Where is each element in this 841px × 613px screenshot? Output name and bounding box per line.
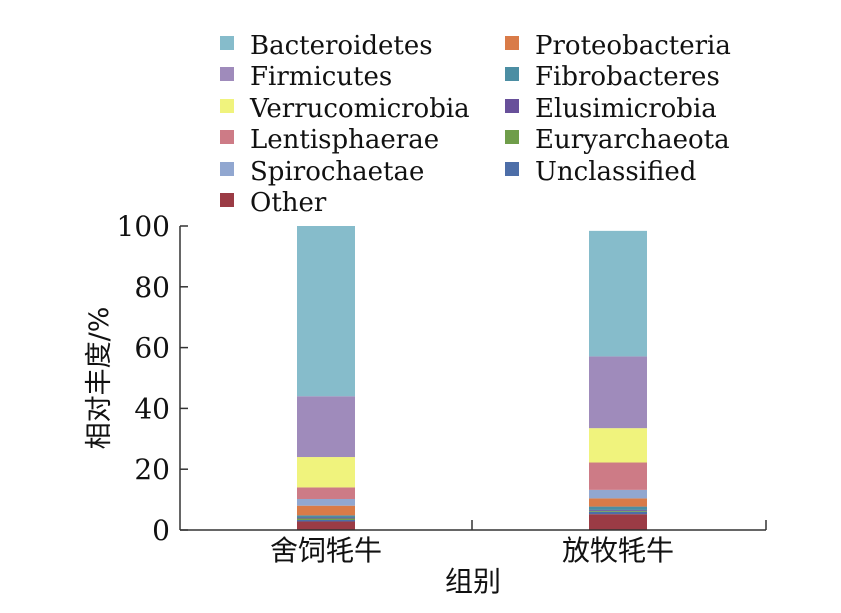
legend-item: Other (220, 188, 327, 218)
bar-segment (589, 462, 647, 490)
x-tick-label: 放牧牦牛 (562, 534, 674, 567)
bar-segment (589, 514, 647, 530)
bars-layer (297, 226, 647, 530)
legend-item: Proteobacteria (505, 31, 731, 61)
bar-segment (297, 515, 355, 518)
axes-layer (179, 226, 766, 531)
legend-swatch (505, 99, 519, 113)
legend-label: Fibrobacteres (535, 62, 720, 92)
legend: BacteroidetesFirmicutesVerrucomicrobiaLe… (220, 31, 731, 218)
legend-item: Fibrobacteres (505, 62, 720, 92)
bar-segment (589, 230, 647, 357)
legend-swatch (505, 67, 519, 81)
y-ticks: 0 20 40 60 80 100 (117, 210, 188, 547)
legend-swatch (220, 162, 234, 176)
legend-item: Lentisphaerae (220, 125, 439, 155)
bar-segment (297, 487, 355, 499)
plot-area: 0 20 40 60 80 100 舍饲牦牛 放牧牦牛 (117, 210, 767, 567)
legend-swatch (505, 130, 519, 144)
legend-swatch (505, 36, 519, 50)
legend-label: Lentisphaerae (250, 125, 439, 155)
x-axis-label: 组别 (445, 565, 501, 598)
bar-segment (589, 506, 647, 510)
legend-label: Euryarchaeota (535, 125, 730, 155)
legend-label: Elusimicrobia (535, 94, 717, 124)
y-tick-label: 40 (134, 392, 170, 425)
bar-segment (297, 396, 355, 458)
legend-label: Bacteroidetes (250, 31, 433, 61)
y-axis-label: 相对丰度/% (84, 307, 115, 450)
legend-swatch (220, 99, 234, 113)
legend-swatch (220, 36, 234, 50)
bar-segment (297, 517, 355, 519)
legend-label: Verrucomicrobia (249, 94, 470, 124)
y-tick-label: 20 (134, 453, 170, 486)
legend-item: Bacteroidetes (220, 31, 433, 61)
bar-segment (589, 356, 647, 429)
legend-swatch (505, 162, 519, 176)
legend-label: Proteobacteria (535, 31, 731, 61)
legend-item: Spirochaetae (220, 157, 424, 187)
legend-item: Elusimicrobia (505, 94, 717, 124)
legend-item: Euryarchaeota (505, 125, 730, 155)
x-ticks: 舍饲牦牛 放牧牦牛 (270, 520, 767, 567)
bar-segment (589, 509, 647, 511)
legend-item: Verrucomicrobia (220, 94, 470, 124)
bar-segment (297, 498, 355, 506)
legend-label: Spirochaetae (250, 157, 424, 187)
bar-segment (589, 428, 647, 463)
bar-segment (297, 457, 355, 488)
y-tick-label: 80 (134, 271, 170, 304)
legend-swatch (220, 193, 234, 207)
bar-segment (297, 226, 355, 397)
legend-swatch (220, 130, 234, 144)
bar-segment (589, 489, 647, 499)
bar-segment (589, 511, 647, 515)
legend-item: Unclassified (505, 157, 696, 187)
legend-label: Firmicutes (250, 62, 392, 92)
y-tick-label: 60 (134, 332, 170, 365)
bar-segment (297, 521, 355, 530)
bar-segment (297, 505, 355, 516)
legend-item: Firmicutes (220, 62, 392, 92)
y-tick-label: 100 (117, 210, 170, 243)
bar-segment (297, 519, 355, 522)
y-tick-label: 0 (152, 514, 170, 547)
legend-label: Unclassified (535, 157, 696, 187)
bar-segment (589, 498, 647, 507)
bar-segment (297, 518, 355, 520)
legend-swatch (220, 67, 234, 81)
legend-label: Other (250, 188, 327, 218)
x-tick-label: 舍饲牦牛 (270, 534, 382, 567)
bar-segment (589, 510, 647, 512)
